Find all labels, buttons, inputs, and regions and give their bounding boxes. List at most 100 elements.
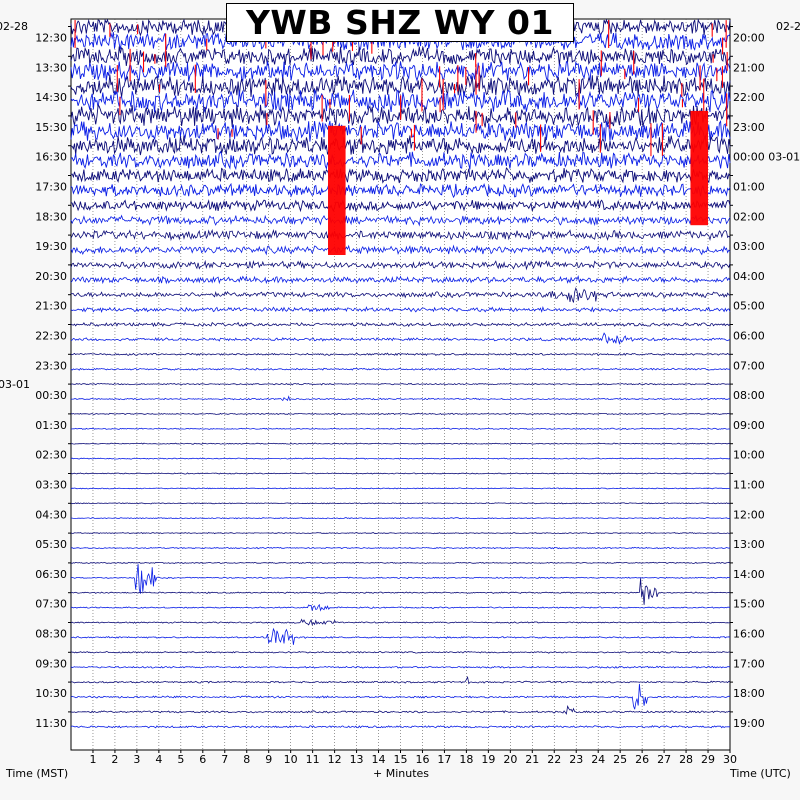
x-tick-label: 11	[306, 753, 320, 766]
x-tick-label: 13	[350, 753, 364, 766]
trace-line	[70, 502, 731, 505]
x-tick-label: 29	[701, 753, 715, 766]
right-time-label: 01:00	[733, 181, 765, 194]
trace-line	[71, 287, 731, 303]
right-time-label: 15:00	[733, 598, 765, 611]
trace-line	[70, 275, 731, 285]
trace-line	[70, 321, 731, 328]
left-time-label: 23:30	[35, 359, 67, 372]
right-time-label: 04:00	[733, 270, 765, 283]
trace-line	[70, 367, 731, 371]
left-time-label: 21:30	[35, 300, 67, 313]
trace-line	[70, 382, 731, 386]
right-time-label: 05:00	[733, 300, 765, 313]
right-date-top: 02-28	[776, 20, 800, 33]
x-tick-label: 9	[265, 753, 272, 766]
chart-title: YWB SHZ WY 01	[226, 3, 574, 42]
right-time-label: 08:00	[733, 389, 765, 402]
clip-layer	[328, 110, 709, 255]
trace-line	[70, 561, 731, 564]
right-time-label: 07:00	[733, 359, 765, 372]
trace-line	[70, 683, 731, 710]
right-time-label: 00:00 03-01	[733, 151, 800, 164]
trace-line	[70, 472, 730, 475]
trace-line	[70, 60, 731, 82]
trace-line	[70, 395, 730, 402]
x-tick-label: 14	[372, 753, 386, 766]
x-tick-label: 10	[284, 753, 298, 766]
right-time-label: 09:00	[733, 419, 765, 432]
x-tick-label: 16	[415, 753, 429, 766]
x-tick-label: 6	[199, 753, 206, 766]
clipped-segment	[690, 110, 709, 226]
right-time-label: 13:00	[733, 538, 765, 551]
trace-line	[70, 442, 731, 445]
right-time-label: 23:00	[733, 121, 765, 134]
right-time-label: 19:00	[733, 717, 765, 730]
right-time-label: 03:00	[733, 240, 765, 253]
trace-line	[70, 546, 731, 550]
trace-line	[70, 725, 730, 729]
trace-line	[70, 412, 731, 416]
xlabel-right: Time (UTC)	[729, 767, 791, 780]
trace-line	[70, 487, 730, 490]
left-time-label: 12:30	[35, 32, 67, 45]
trace-line	[70, 167, 731, 184]
trace-layer	[70, 18, 731, 729]
left-time-label: 13:30	[35, 61, 67, 74]
right-time-label: 16:00	[733, 628, 765, 641]
right-time-label: 17:00	[733, 657, 765, 670]
left-time-label: 02:30	[35, 449, 67, 462]
trace-line	[70, 182, 731, 199]
x-tick-label: 20	[503, 753, 517, 766]
trace-line	[70, 199, 731, 213]
right-time-label: 20:00	[733, 32, 765, 45]
trace-line	[70, 244, 731, 256]
right-time-label: 12:00	[733, 508, 765, 521]
left-time-label: 15:30	[35, 121, 67, 134]
trace-line	[70, 675, 731, 685]
right-time-label: 18:00	[733, 687, 765, 700]
trace-line	[70, 46, 731, 66]
x-tick-label: 27	[657, 753, 671, 766]
right-time-label: 11:00	[733, 479, 765, 492]
x-tick-label: 1	[89, 753, 96, 766]
left-time-label: 11:30	[35, 717, 67, 730]
x-tick-label: 24	[591, 753, 605, 766]
right-time-label: 10:00	[733, 449, 765, 462]
trace-line	[70, 665, 731, 669]
left-date-mid: 03-01	[0, 378, 30, 391]
right-time-label: 22:00	[733, 91, 765, 104]
trace-line	[70, 578, 731, 605]
left-time-label: 04:30	[35, 508, 67, 521]
right-time-label: 14:00	[733, 568, 765, 581]
trace-line	[70, 119, 731, 142]
left-time-label: 03:30	[35, 479, 67, 492]
left-time-label: 22:30	[35, 330, 67, 343]
x-tick-label: 21	[525, 753, 539, 766]
trace-line	[70, 88, 731, 113]
left-time-label: 09:30	[35, 657, 67, 670]
left-time-label: 19:30	[35, 240, 67, 253]
x-tick-label: 22	[547, 753, 561, 766]
x-tick-label: 26	[635, 753, 649, 766]
trace-line	[70, 427, 731, 430]
trace-line	[70, 627, 731, 645]
x-tick-label: 28	[679, 753, 693, 766]
trace-line	[70, 618, 731, 626]
left-time-label: 14:30	[35, 91, 67, 104]
x-tick-label: 23	[569, 753, 583, 766]
trace-line	[70, 705, 731, 715]
left-time-label: 08:30	[35, 628, 67, 641]
x-tick-label: 18	[459, 753, 473, 766]
xlabel-left: Time (MST)	[5, 767, 68, 780]
xlabel-center: + Minutes	[373, 767, 429, 780]
left-time-label: 20:30	[35, 270, 67, 283]
trace-line	[70, 259, 731, 271]
trace-line	[70, 305, 731, 314]
right-time-label: 06:00	[733, 330, 765, 343]
x-tick-label: 3	[133, 753, 140, 766]
trace-line	[70, 31, 731, 51]
trace-line	[70, 229, 731, 242]
